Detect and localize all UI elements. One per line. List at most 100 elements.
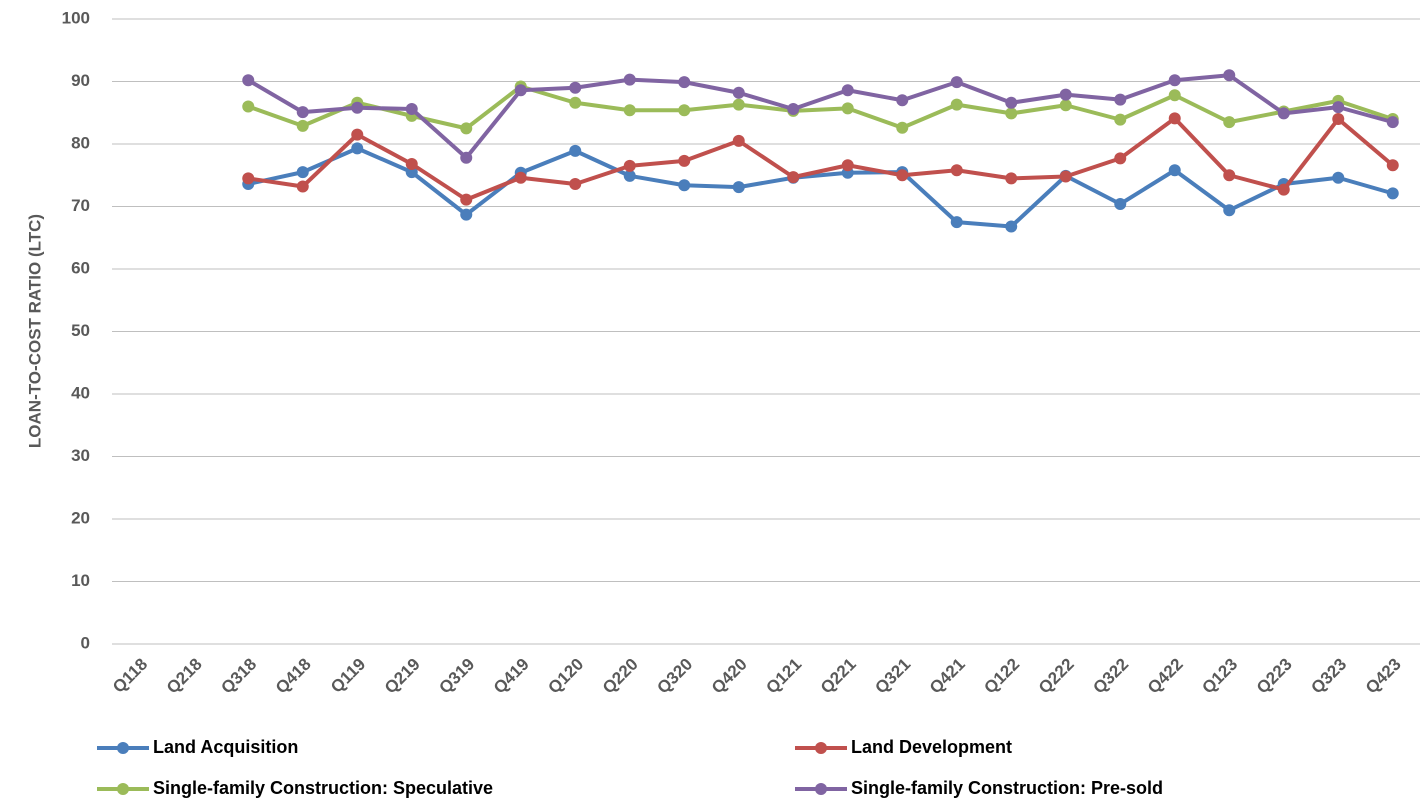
series-line xyxy=(247,116,1395,202)
data-point xyxy=(678,179,691,192)
x-tick-label: Q320 xyxy=(653,655,696,698)
data-point xyxy=(841,159,854,172)
series-line xyxy=(247,73,1394,160)
legend-label: Single-family Construction: Speculative xyxy=(153,778,493,798)
x-tick-label: Q318 xyxy=(217,655,260,698)
data-point xyxy=(623,104,636,117)
data-point xyxy=(1277,183,1290,196)
legend-marker xyxy=(815,742,827,754)
data-point xyxy=(1386,187,1399,200)
x-tick-label: Q223 xyxy=(1253,655,1296,698)
data-point xyxy=(1332,171,1345,184)
data-point xyxy=(1332,101,1345,114)
data-point xyxy=(351,142,364,155)
data-point xyxy=(1059,99,1072,112)
data-point xyxy=(460,208,473,221)
x-tick-label: Q423 xyxy=(1362,655,1405,698)
x-tick-label: Q221 xyxy=(817,655,860,698)
data-point xyxy=(623,169,636,182)
data-point xyxy=(514,84,527,97)
y-tick-label: 20 xyxy=(71,508,90,527)
x-tick-label: Q421 xyxy=(926,655,969,698)
data-point xyxy=(1168,164,1181,177)
x-tick-label: Q121 xyxy=(762,655,805,698)
data-point xyxy=(460,193,473,206)
x-tick-label: Q123 xyxy=(1198,655,1241,698)
data-point xyxy=(1168,74,1181,87)
data-point xyxy=(1386,116,1399,129)
y-tick-label: 60 xyxy=(71,258,90,277)
data-point xyxy=(514,171,527,184)
y-tick-label: 30 xyxy=(71,446,90,465)
data-point xyxy=(296,166,309,179)
x-tick-label: Q222 xyxy=(1035,655,1078,698)
data-point xyxy=(732,134,745,147)
x-tick-label: Q118 xyxy=(109,655,151,697)
data-point xyxy=(1005,107,1018,120)
data-point xyxy=(242,172,255,185)
x-tick-label: Q119 xyxy=(327,655,369,697)
data-point xyxy=(841,102,854,115)
data-point xyxy=(732,181,745,194)
data-point xyxy=(950,164,963,177)
data-point xyxy=(296,106,309,119)
data-point xyxy=(787,103,800,115)
data-point xyxy=(950,216,963,229)
data-point xyxy=(1223,69,1236,82)
data-point xyxy=(896,121,909,134)
x-tick-label: Q418 xyxy=(272,655,315,698)
data-point xyxy=(351,128,364,141)
y-tick-label: 40 xyxy=(71,383,90,402)
data-point xyxy=(623,73,636,86)
data-point xyxy=(1005,172,1018,185)
legend-marker xyxy=(117,783,129,795)
y-tick-label: 100 xyxy=(62,8,90,27)
y-tick-label: 90 xyxy=(71,71,90,90)
data-point xyxy=(1277,107,1290,120)
data-point xyxy=(460,151,473,164)
y-tick-label: 50 xyxy=(71,321,90,340)
data-point xyxy=(569,178,582,190)
data-point xyxy=(1005,220,1018,233)
x-tick-label: Q323 xyxy=(1307,655,1350,698)
data-point xyxy=(1332,113,1345,125)
data-point xyxy=(242,74,255,87)
data-point xyxy=(569,96,582,109)
data-point xyxy=(405,158,418,170)
data-point xyxy=(1114,113,1127,126)
data-point xyxy=(1168,112,1181,125)
data-point xyxy=(569,81,582,94)
data-point xyxy=(841,84,854,97)
data-point xyxy=(296,119,309,132)
y-tick-label: 70 xyxy=(71,196,90,215)
y-tick-label: 80 xyxy=(71,133,90,152)
data-point xyxy=(351,101,364,114)
data-point xyxy=(678,154,691,167)
legend-marker xyxy=(117,742,129,754)
data-point xyxy=(1114,198,1127,210)
data-point xyxy=(623,159,636,172)
data-point xyxy=(1114,152,1127,165)
series-line xyxy=(247,146,1394,229)
x-tick-label: Q220 xyxy=(599,655,642,698)
x-tick-label: Q422 xyxy=(1144,655,1187,698)
data-point xyxy=(569,144,582,157)
data-point xyxy=(1059,88,1072,101)
data-point xyxy=(1059,170,1072,183)
x-tick-label: Q219 xyxy=(381,655,424,698)
x-tick-label: Q420 xyxy=(708,655,751,698)
data-point xyxy=(787,171,800,184)
legend-label: Land Development xyxy=(851,737,1012,757)
x-tick-label: Q419 xyxy=(490,655,533,698)
data-point xyxy=(1386,159,1399,172)
data-point xyxy=(1114,93,1127,106)
legend-label: Single-family Construction: Pre-sold xyxy=(851,778,1163,798)
data-point xyxy=(405,103,418,115)
data-point xyxy=(896,94,909,107)
data-point xyxy=(296,180,309,193)
data-point xyxy=(460,122,473,135)
x-tick-label: Q218 xyxy=(163,655,206,698)
data-point xyxy=(1223,169,1236,182)
y-tick-label: 0 xyxy=(81,633,90,652)
